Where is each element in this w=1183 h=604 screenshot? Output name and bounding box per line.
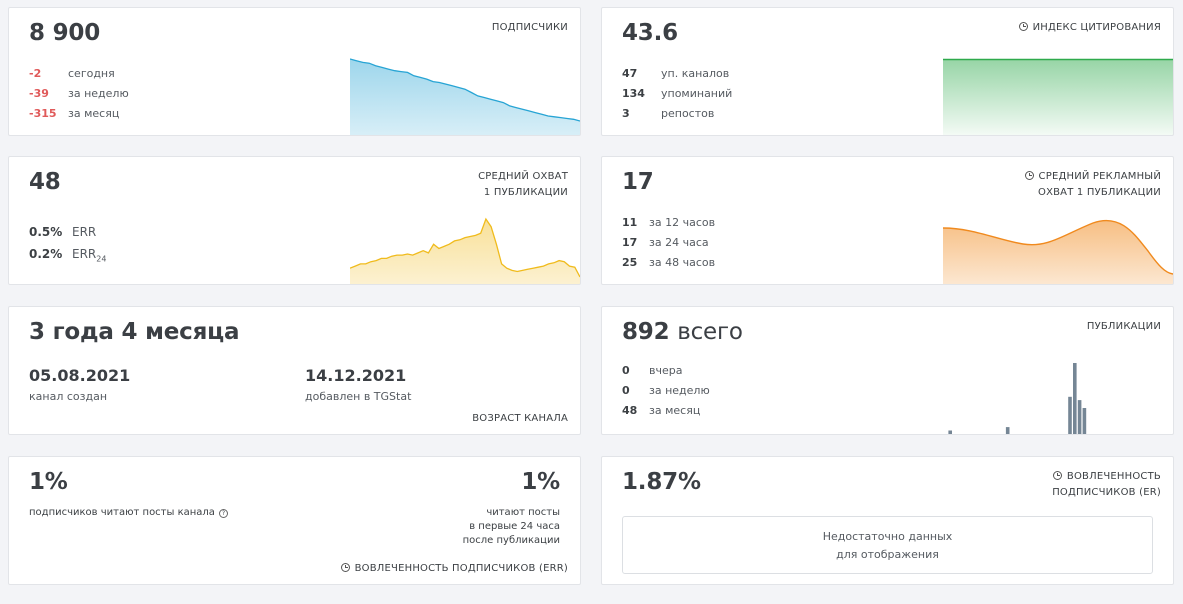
reach-line (350, 217, 580, 278)
citation-card[interactable]: 43.6 ИНДЕКС ЦИТИРОВАНИЯ 47 уп. каналов 13… (601, 7, 1174, 136)
posts-bar[interactable] (1073, 363, 1077, 435)
age-card[interactable]: 3 года 4 месяца 05.08.2021 канал создан … (8, 306, 581, 435)
help-icon[interactable]: ? (218, 509, 228, 518)
stat-err24: 0.2% ERR24 (29, 247, 107, 264)
stat-posts-week: 0 за неделю (622, 384, 710, 397)
stat-channels: 47 уп. каналов (622, 67, 730, 80)
err-left-value: 1% (29, 469, 68, 495)
added-label: добавлен в TGStat (305, 390, 412, 403)
stat-err: 0.5% ERR (29, 225, 97, 239)
err-left-label: подписчиков читают посты канала? (29, 506, 228, 520)
posts-chart[interactable] (943, 355, 1173, 435)
citation-stats: 47 уп. каналов 134 упоминаний 3 репостов (622, 64, 732, 124)
err-right-label: читают посты в первые 24 часа после публик… (462, 507, 560, 546)
stat-12h: 11 за 12 часов (622, 216, 716, 229)
er-card[interactable]: 1.87% ВОВЛЕЧЕННОСТЬ ПОДПИСЧИКОВ (ER) Недо… (601, 456, 1174, 585)
citation-area (943, 59, 1173, 135)
stat-48h: 25 за 48 часов (622, 256, 716, 269)
citation-chart[interactable] (943, 56, 1173, 136)
info-icon[interactable] (1018, 22, 1028, 31)
no-data-box: Недостаточно данных для отображения (622, 516, 1153, 574)
reach-chart[interactable] (350, 205, 580, 285)
subscribers-value: 8 900 (29, 20, 101, 46)
posts-stats: 0 вчера 0 за неделю 48 за месяц (622, 361, 710, 421)
err-caption: ВОВЛЕЧЕННОСТЬ ПОДПИСЧИКОВ (ERR) (340, 561, 568, 577)
stat-month: -315 за месяц (29, 107, 120, 120)
ad-reach-caption: СРЕДНИЙ РЕКЛАМНЫЙ ОХВАТ 1 ПУБЛИКАЦИИ (1024, 169, 1161, 201)
info-icon[interactable] (1024, 171, 1034, 180)
citation-caption: ИНДЕКС ЦИТИРОВАНИЯ (1018, 20, 1161, 36)
ad-reach-area (943, 220, 1173, 284)
posts-bar[interactable] (1005, 427, 1010, 435)
subscribers-card[interactable]: 8 900 ПОДПИСЧИКИ -2 сегодня -39 за неделю … (8, 7, 581, 136)
posts-bar[interactable] (1082, 408, 1087, 435)
reach-caption: СРЕДНИЙ ОХВАТ 1 ПУБЛИКАЦИИ (478, 171, 568, 198)
stat-posts-month: 48 за месяц (622, 404, 701, 417)
subscribers-stats: -2 сегодня -39 за неделю -315 за месяц (29, 64, 129, 124)
subscribers-line (350, 58, 580, 122)
reach-value: 48 (29, 169, 61, 195)
ad-reach-line (943, 219, 1173, 275)
stat-24h: 17 за 24 часа (622, 236, 709, 249)
citation-value: 43.6 (622, 20, 678, 46)
subscribers-caption: ПОДПИСЧИКИ (491, 22, 568, 33)
err-right-value: 1% (521, 469, 560, 495)
stat-reposts: 3 репостов (622, 107, 715, 120)
reach-stats: 0.5% ERR 0.2% ERR24 (29, 221, 106, 265)
posts-caption: ПУБЛИКАЦИИ (1086, 321, 1161, 332)
stat-today: -2 сегодня (29, 67, 115, 80)
ad-reach-value: 17 (622, 169, 654, 195)
stat-week: -39 за неделю (29, 87, 129, 100)
age-value: 3 года 4 месяца (29, 319, 240, 345)
subscribers-area (350, 59, 580, 135)
posts-bar[interactable] (1077, 400, 1082, 435)
posts-value: 892 всего (622, 319, 743, 345)
age-caption: ВОЗРАСТ КАНАЛА (472, 413, 568, 424)
posts-card[interactable]: 892 всего ПУБЛИКАЦИИ 0 вчера 0 за неделю 4… (601, 306, 1174, 435)
er-value: 1.87% (622, 469, 701, 495)
created-date: 05.08.2021 (29, 366, 131, 385)
ad-reach-chart[interactable] (943, 205, 1173, 285)
err-card[interactable]: 1% подписчиков читают посты канала? 1% ч… (8, 456, 581, 585)
stat-yesterday: 0 вчера (622, 364, 683, 377)
posts-bar[interactable] (948, 430, 952, 436)
ad-reach-stats: 11 за 12 часов 17 за 24 часа 25 за 48 часов (622, 213, 715, 273)
reach-area (350, 219, 580, 284)
created-label: канал создан (29, 390, 108, 403)
ad-reach-card[interactable]: 17 СРЕДНИЙ РЕКЛАМНЫЙ ОХВАТ 1 ПУБЛИКАЦИИ 1… (601, 156, 1174, 285)
er-caption: ВОВЛЕЧЕННОСТЬ ПОДПИСЧИКОВ (ER) (1052, 471, 1161, 498)
info-icon[interactable] (340, 563, 350, 572)
info-icon[interactable] (1052, 471, 1062, 480)
added-date: 14.12.2021 (305, 366, 407, 385)
reach-card[interactable]: 48 СРЕДНИЙ ОХВАТ 1 ПУБЛИКАЦИИ 0.5% ERR 0.2… (8, 156, 581, 285)
stat-mentions: 134 упоминаний (622, 87, 733, 100)
subscribers-chart[interactable] (350, 56, 580, 136)
posts-bar[interactable] (1068, 396, 1072, 435)
